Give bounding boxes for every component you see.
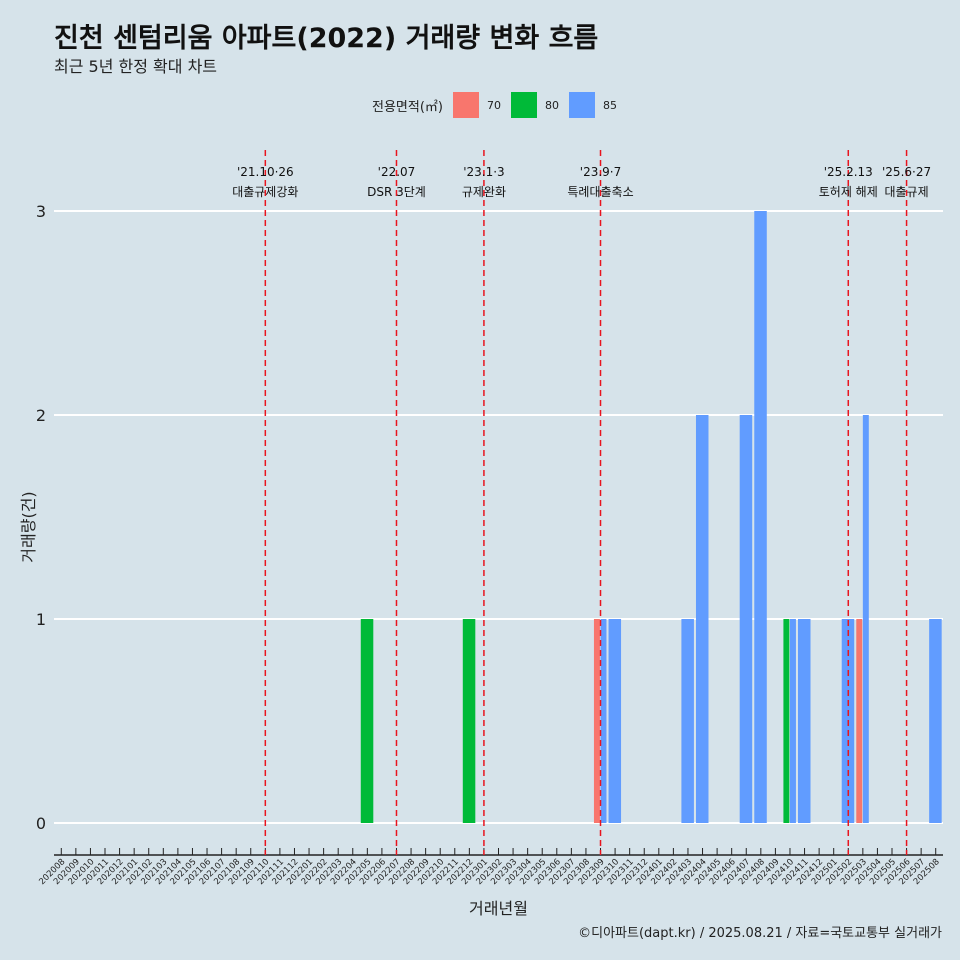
bar-202205-80 — [360, 619, 374, 823]
y-tick-label: 1 — [36, 610, 46, 629]
legend-label-85: 85 — [602, 98, 617, 112]
bar-202410-85 — [789, 619, 796, 823]
event-date-label: '23.1·3 — [463, 165, 504, 179]
legend-item-80: 80 — [510, 92, 563, 118]
bar-202403-85 — [681, 619, 694, 823]
legend: 전용면적(㎡) 70 80 85 — [372, 92, 627, 118]
y-axis-title: 거래량(건) — [19, 491, 38, 562]
event-name-label: 특례대출축소 — [567, 185, 633, 199]
legend-label-80: 80 — [544, 98, 559, 112]
bar-202508-85 — [929, 619, 942, 823]
legend-item-70: 70 — [452, 92, 505, 118]
event-name-label: DSR 3단계 — [367, 185, 426, 199]
bar-202503-70 — [856, 619, 863, 823]
legend-title: 전용면적(㎡) — [372, 99, 443, 115]
bar-202503-85 — [862, 415, 869, 823]
bar-202411-85 — [797, 619, 811, 823]
bar-202310-85 — [608, 619, 622, 823]
event-date-label: '21.10·26 — [237, 165, 294, 179]
bar-202309-70 — [593, 619, 600, 823]
y-tick-label: 3 — [36, 202, 46, 221]
legend-swatch-85 — [568, 92, 595, 118]
chart-subtitle: 최근 5년 한정 확대 차트 — [54, 57, 218, 76]
chart-title: 진천 센텀리움 아파트(2022) 거래량 변화 흐름 — [54, 23, 599, 54]
bar-202410-80 — [783, 619, 790, 823]
legend-swatch-80 — [510, 92, 537, 118]
event-name-label: 대출규제강화 — [232, 185, 298, 199]
y-tick-label: 2 — [36, 406, 46, 425]
y-tick-label: 0 — [36, 814, 46, 833]
bar-202408-85 — [754, 211, 767, 823]
bar-202212-80 — [462, 619, 476, 823]
legend-label-70: 70 — [486, 98, 501, 112]
legend-swatch-70 — [452, 92, 479, 118]
event-date-label: '25.6·27 — [882, 165, 931, 179]
legend-item-85: 85 — [568, 92, 621, 118]
event-name-label: 규제완화 — [462, 185, 506, 199]
event-date-label: '23.9·7 — [580, 165, 621, 179]
bar-202404-85 — [695, 415, 709, 823]
event-name-label: 대출규제 — [884, 185, 928, 199]
bar-202407-85 — [739, 415, 753, 823]
x-axis-title: 거래년월 — [469, 899, 528, 918]
bar-202309-85 — [600, 619, 607, 823]
event-date-label: '25.2.13 — [824, 165, 873, 179]
source-caption: ©디아파트(dapt.kr) / 2025.08.21 / 자료=국토교통부 실… — [578, 926, 942, 941]
event-date-label: '22.07 — [378, 165, 416, 179]
event-name-label: 토허제 해제 — [819, 185, 878, 199]
